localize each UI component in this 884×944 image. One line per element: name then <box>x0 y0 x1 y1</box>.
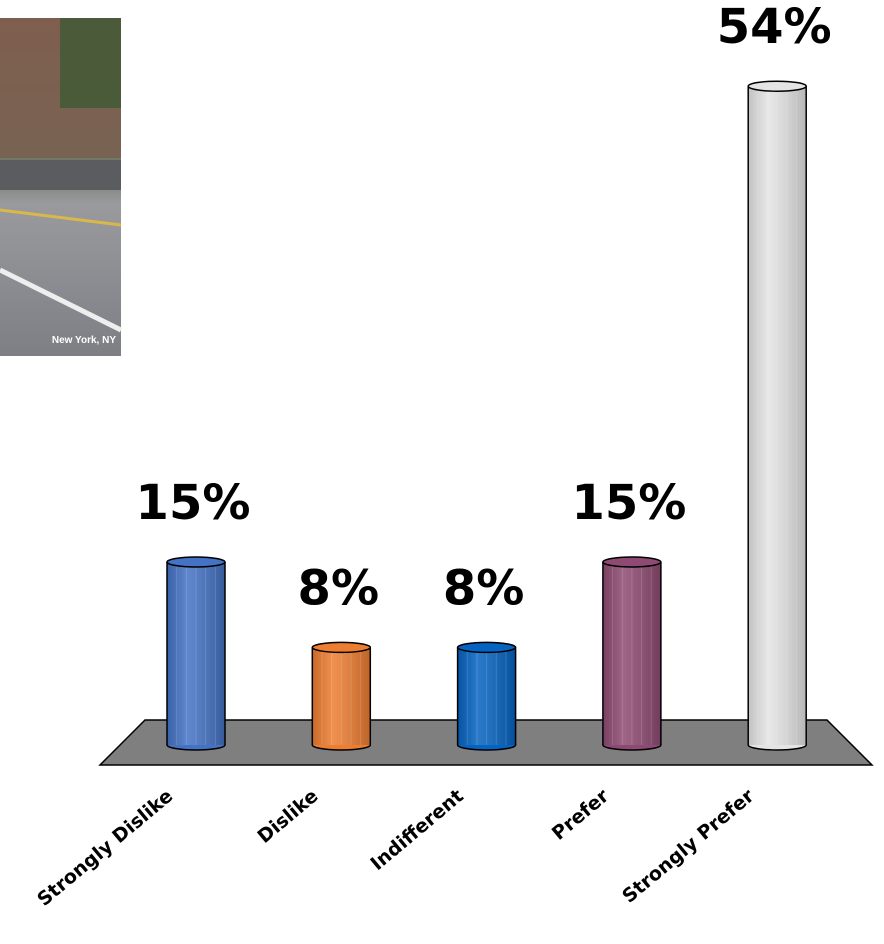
bar-top <box>166 556 226 568</box>
value-label: 8% <box>443 560 525 616</box>
bar-top <box>456 641 517 654</box>
bar-top <box>311 641 372 654</box>
x-tick-label: Dislike <box>253 785 322 848</box>
bar-shade <box>748 86 807 745</box>
bar-shade <box>312 647 371 745</box>
bar-shade <box>167 562 225 745</box>
x-tick-label: Strongly Dislike <box>33 785 177 911</box>
photo-lane <box>0 267 123 333</box>
x-tick-label: Prefer <box>548 785 614 845</box>
value-label: 15% <box>136 475 251 531</box>
photo-caption: New York, NY <box>52 335 116 346</box>
x-tick-label: Indifferent <box>366 785 467 875</box>
bar-top <box>747 80 807 92</box>
photo-cars <box>0 160 121 190</box>
bar-shade <box>457 647 516 745</box>
photo-trees <box>60 18 121 108</box>
value-label: 54% <box>717 0 832 55</box>
bar-shade <box>602 562 661 745</box>
bar-top <box>602 556 662 568</box>
value-label: 15% <box>571 475 686 531</box>
value-label: 8% <box>298 560 380 616</box>
photo: New York, NY <box>0 18 123 356</box>
x-tick-label: Strongly Prefer <box>618 785 759 908</box>
photo-lane <box>0 208 122 227</box>
